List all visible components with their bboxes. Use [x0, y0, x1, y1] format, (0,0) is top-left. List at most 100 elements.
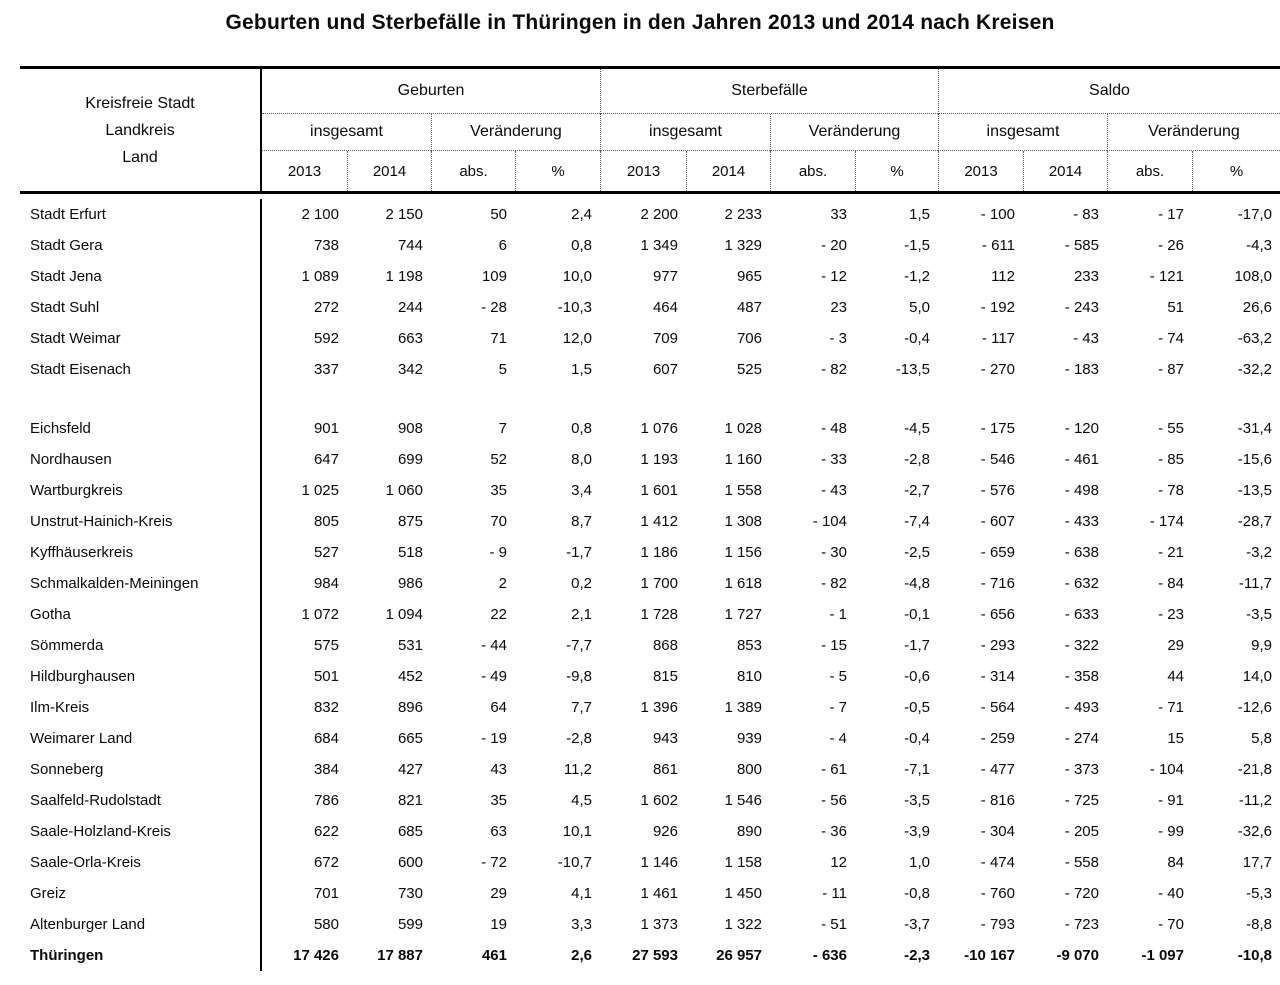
table-cell: 8,0 — [571, 451, 592, 468]
table-cell: 1 094 — [385, 606, 423, 623]
table-cell: 1 618 — [724, 575, 762, 592]
table-cell: 622 — [313, 823, 339, 840]
table-cell: 744 — [397, 237, 423, 254]
table-cell: - 36 — [821, 823, 847, 840]
table-cell: 3,3 — [571, 916, 592, 933]
table-cell: 52 — [490, 451, 507, 468]
table-cell: - 12 — [821, 268, 847, 285]
table-cell: 272 — [313, 299, 339, 316]
table-cell: 64 — [490, 699, 507, 716]
table-cell: 1 412 — [640, 513, 678, 530]
table-cell: 1 156 — [724, 544, 762, 561]
table-cell: -3,5 — [1246, 606, 1272, 623]
table-cell: 1 198 — [385, 268, 423, 285]
table-cell: 464 — [652, 299, 678, 316]
table-cell: 15 — [1167, 730, 1184, 747]
table-cell: 112 — [991, 268, 1015, 285]
table-cell: -9 070 — [1056, 947, 1099, 964]
subheader-veraenderung: Veränderung — [431, 114, 600, 151]
table-cell: 4,1 — [571, 885, 592, 902]
table-cell: 1 025 — [301, 482, 339, 499]
table-cell: 861 — [652, 761, 678, 778]
table-row: Stadt Gera 738 744 6 0,8 1 349 1 329 - 20 -1,5 - … — [20, 230, 1280, 261]
table-cell: - 20 — [821, 237, 847, 254]
table-cell: 109 — [481, 268, 507, 285]
row-name-cell: Ilm-Kreis — [20, 692, 262, 723]
table-cell: - 816 — [980, 792, 1015, 809]
table-cell: 35 — [490, 482, 507, 499]
table-cell: - 15 — [821, 637, 847, 654]
row-name-cell: Kyffhäuserkreis — [20, 537, 262, 568]
table-cell: 70 — [490, 513, 507, 530]
table-cell: 984 — [313, 575, 339, 592]
table-cell: 23 — [830, 299, 847, 316]
row-name-cell: Saale-Holzland-Kreis — [20, 816, 262, 847]
col-header-2013: 2013 — [287, 162, 322, 180]
table-cell: -10,8 — [1237, 947, 1272, 964]
table-cell: 71 — [490, 330, 507, 347]
table-cell: - 183 — [1064, 361, 1099, 378]
table-cell: - 82 — [821, 361, 847, 378]
table-cell: 14,0 — [1242, 668, 1272, 685]
table-cell: 647 — [313, 451, 339, 468]
table-cell: 26,6 — [1242, 299, 1272, 316]
row-name-cell: Altenburger Land — [20, 909, 262, 940]
table-cell: 84 — [1167, 854, 1184, 871]
row-name-cell: Unstrut-Hainich-Kreis — [20, 506, 262, 537]
table-cell: 1 601 — [640, 482, 678, 499]
table-cell: 12,0 — [562, 330, 592, 347]
table-cell: 8,7 — [571, 513, 592, 530]
table-cell: - 174 — [1149, 513, 1184, 530]
table-header: Kreisfreie Stadt Landkreis Land Geburten… — [20, 66, 1280, 194]
table-cell: 3,4 — [571, 482, 592, 499]
table-cell: -2,7 — [904, 482, 930, 499]
col-header-2013: 2013 — [938, 151, 1023, 191]
table-cell: 699 — [397, 451, 423, 468]
table-row: Ilm-Kreis 832 896 64 7,7 1 396 1 389 - 7 -0,5 - 5… — [20, 692, 1280, 723]
table-cell: 965 — [736, 268, 762, 285]
table-cell: -32,6 — [1237, 823, 1272, 840]
table-cell: 939 — [736, 730, 762, 747]
table-cell: 805 — [313, 513, 339, 530]
table-cell: 832 — [313, 699, 339, 716]
row-name-cell: Stadt Weimar — [20, 323, 262, 354]
table-cell: 1 602 — [640, 792, 678, 809]
table-cell: - 51 — [821, 916, 847, 933]
table-cell: 384 — [313, 761, 339, 778]
spacer-cell — [20, 385, 262, 413]
table-row: Gotha 1 072 1 094 22 2,1 1 728 1 727 - 1 -0,1 - 6… — [20, 599, 1280, 630]
table-cell: -12,6 — [1237, 699, 1272, 716]
table-cell: 800 — [736, 761, 762, 778]
table-cell: 1 450 — [724, 885, 762, 902]
table-cell: -32,2 — [1237, 361, 1272, 378]
table-cell: - 304 — [980, 823, 1015, 840]
table-cell: 1 349 — [640, 237, 678, 254]
table-cell: 1 727 — [724, 606, 762, 623]
table-cell: -3,7 — [904, 916, 930, 933]
row-name-cell: Wartburgkreis — [20, 475, 262, 506]
table-cell: 12 — [830, 854, 847, 871]
row-name-cell: Thüringen — [20, 940, 262, 971]
table-cell: -0,1 — [904, 606, 930, 623]
table-cell: 337 — [313, 361, 339, 378]
table-cell: 1 396 — [640, 699, 678, 716]
table-cell: -0,6 — [904, 668, 930, 685]
table-cell: 600 — [397, 854, 423, 871]
table-cell: - 259 — [980, 730, 1015, 747]
table-cell: - 4 — [829, 730, 847, 747]
table-cell: 1 389 — [724, 699, 762, 716]
table-cell: 810 — [736, 668, 762, 685]
table-cell: 11,2 — [563, 761, 592, 778]
table-cell: 5,0 — [909, 299, 930, 316]
row-name-cell: Saale-Orla-Kreis — [20, 847, 262, 878]
subheader-veraenderung: Veränderung — [1107, 114, 1280, 151]
table-row: Sonneberg 384 427 43 11,2 861 800 - 61 -7,1 - 477… — [20, 754, 1280, 785]
table-row: Hildburghausen 501 452 - 49 -9,8 815 810 - 5 -0,… — [20, 661, 1280, 692]
table-cell: -15,6 — [1237, 451, 1272, 468]
table-cell: 1 558 — [724, 482, 762, 499]
table-cell: 6 — [498, 237, 507, 254]
table-row: Sömmerda 575 531 - 44 -7,7 868 853 - 15 -1,7 - 29… — [20, 630, 1280, 661]
table-cell: - 793 — [980, 916, 1015, 933]
table-cell: -63,2 — [1237, 330, 1272, 347]
table-cell: -13,5 — [895, 361, 930, 378]
